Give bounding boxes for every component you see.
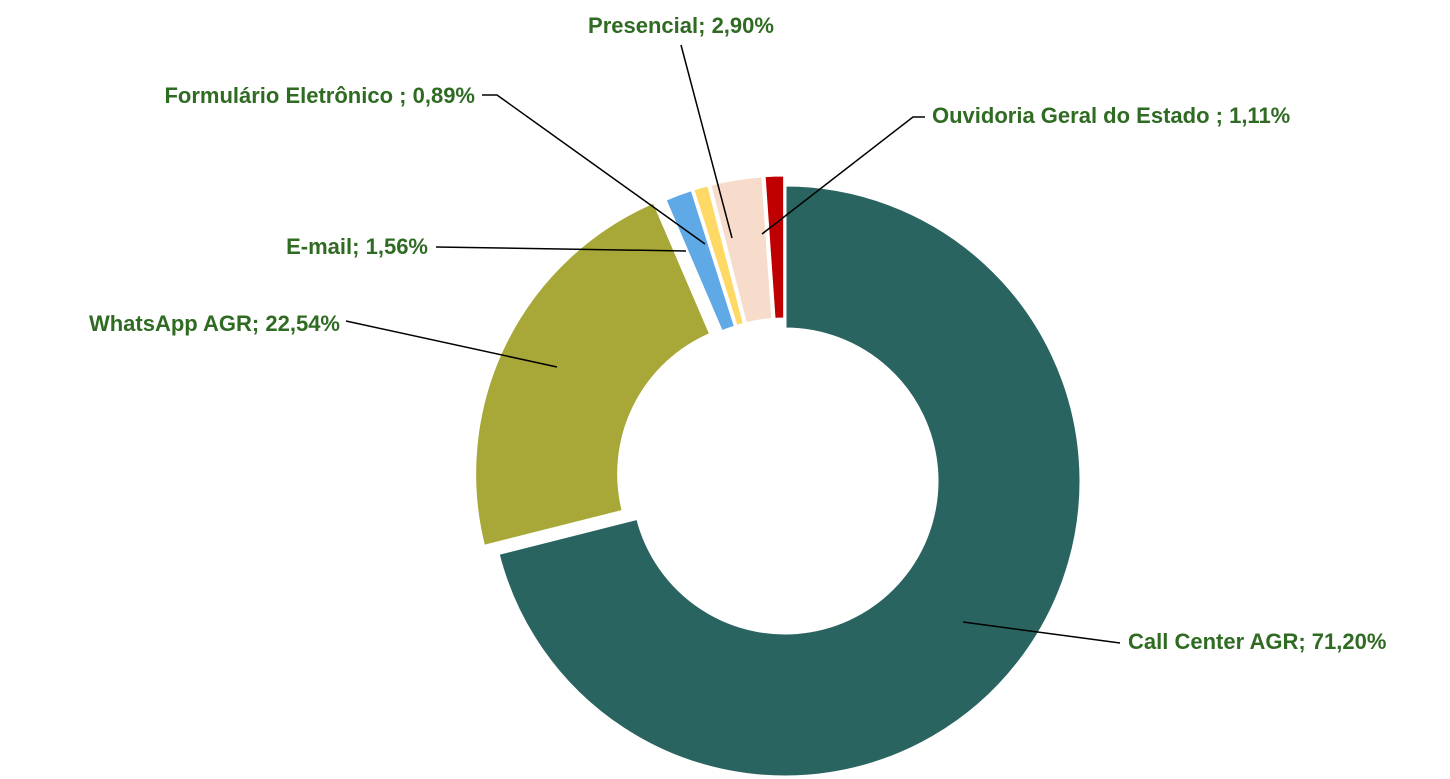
value-label: 0,89% [413,83,475,108]
leader-line [345,320,558,368]
leader-line [962,621,1121,644]
data-label: Call Center AGR; 71,20% [1128,629,1386,654]
data-label: WhatsApp AGR; 22,54% [89,311,340,336]
value-label: 2,90% [712,13,774,38]
category-name: E-mail; [286,234,359,259]
leader-line [761,116,925,235]
leader-line [680,44,733,239]
category-name: WhatsApp AGR; [89,311,259,336]
category-name: Formulário Eletrônico ; [164,83,406,108]
value-label: 1,11% [1229,103,1290,128]
data-label: Formulário Eletrônico ; 0,89% [164,83,475,108]
data-label: E-mail; 1,56% [286,234,428,259]
value-label: 22,54% [265,311,340,336]
donut-slice [762,173,787,321]
data-label: Ouvidoria Geral do Estado ; 1,11% [932,103,1290,128]
donut-slice [473,199,713,549]
leader-line [482,94,706,245]
donut-slice [496,183,1083,779]
category-name: Call Center AGR; [1128,629,1306,654]
value-label: 1,56% [366,234,428,259]
category-name: Presencial; [588,13,705,38]
leader-line [435,246,687,252]
category-name: Ouvidoria Geral do Estado ; [932,103,1223,128]
value-label: 71,20% [1312,629,1387,654]
data-label: Presencial; 2,90% [588,13,774,38]
